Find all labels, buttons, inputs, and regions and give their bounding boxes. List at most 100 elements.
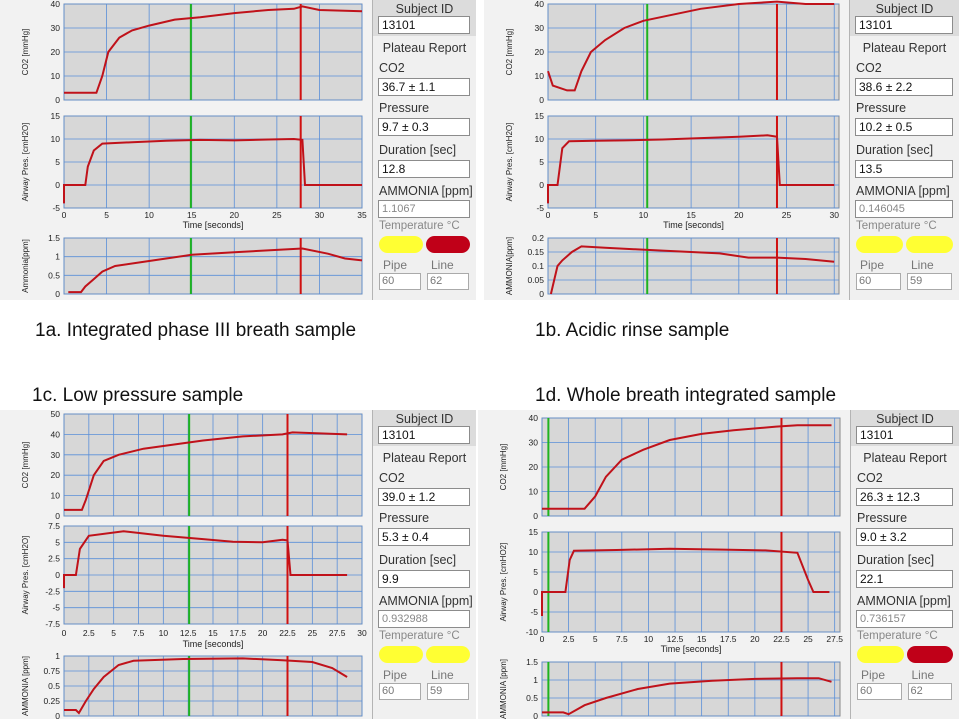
- y-tick-label: 20: [51, 47, 61, 57]
- pipe-temp-field[interactable]: 60: [856, 273, 901, 290]
- ammonia-label: AMMONIA [ppm]: [379, 184, 473, 198]
- x-tick-label: 22.5: [773, 634, 790, 644]
- co2-label: CO2: [379, 471, 405, 485]
- pipe-temp-field[interactable]: 60: [379, 273, 421, 290]
- report-side-panel: Subject ID 13101 Plateau Report CO2 26.3 ± 1…: [850, 410, 959, 719]
- y-tick-label: 0: [539, 95, 544, 105]
- y-tick-label: -2.5: [45, 586, 60, 596]
- trace-pressure: [547, 134, 835, 204]
- y-axis-label-co2: CO2 [mmHg]: [21, 29, 30, 76]
- y-tick-label: 20: [51, 470, 61, 480]
- x-tick-label: 0: [546, 210, 551, 220]
- co2-value-field[interactable]: 38.6 ± 2.2: [855, 78, 953, 96]
- y-tick-label: 0: [55, 180, 60, 190]
- pressure-label: Pressure: [857, 511, 908, 525]
- y-axis-label-co2: CO2 [mmHg]: [499, 444, 508, 491]
- y-tick-label: 50: [51, 410, 61, 419]
- x-tick-label: 20: [258, 628, 268, 638]
- x-tick-label: 15: [686, 210, 696, 220]
- y-tick-label: 0.5: [48, 681, 60, 691]
- trace-ammonia: [542, 677, 832, 716]
- pressure-value-field[interactable]: 5.3 ± 0.4: [378, 528, 470, 546]
- line-heater-indicator: [426, 236, 470, 253]
- co2-label: CO2: [857, 471, 883, 485]
- y-tick-label: 5: [55, 157, 60, 167]
- trace-co2: [64, 431, 348, 511]
- y-tick-label: 0.25: [43, 696, 60, 706]
- y-tick-label: -5: [52, 603, 60, 613]
- y-tick-label: 30: [51, 450, 61, 460]
- subject-id-field[interactable]: 13101: [378, 426, 470, 444]
- x-tick-label: 30: [357, 628, 367, 638]
- y-tick-label: -5: [52, 203, 60, 213]
- x-tick-label: 5: [111, 628, 116, 638]
- pressure-value-field[interactable]: 10.2 ± 0.5: [855, 118, 953, 136]
- co2-value-field[interactable]: 36.7 ± 1.1: [378, 78, 470, 96]
- pipe-heater-indicator: [856, 236, 903, 253]
- y-tick-label: 0: [533, 511, 538, 521]
- pressure-label: Pressure: [379, 511, 430, 525]
- subject-id-label: Subject ID: [395, 412, 454, 426]
- duration-value-field[interactable]: 13.5: [855, 160, 953, 178]
- line-temp-field[interactable]: 59: [907, 273, 952, 290]
- plateau-report-label: Plateau Report: [382, 41, 467, 55]
- x-tick-label: 30: [315, 210, 325, 220]
- pipe-temp-field[interactable]: 60: [857, 683, 902, 700]
- ammonia-value-field[interactable]: 0.146045: [855, 200, 953, 218]
- line-temp-field[interactable]: 59: [427, 683, 469, 700]
- x-tick-label: 35: [357, 210, 367, 220]
- x-tick-label: 2.5: [563, 634, 575, 644]
- x-axis-label: Time [seconds]: [183, 639, 244, 649]
- y-axis-label-pressure: Airway Pres. [cmHO2]: [499, 543, 508, 622]
- duration-value-field[interactable]: 22.1: [856, 570, 953, 588]
- y-tick-label: 0: [55, 95, 60, 105]
- y-tick-label: 20: [535, 47, 545, 57]
- subject-id-field[interactable]: 13101: [378, 16, 470, 34]
- y-tick-label: 0: [533, 711, 538, 719]
- line-temp-field[interactable]: 62: [907, 683, 952, 700]
- line-label: Line: [911, 258, 934, 272]
- duration-value-field[interactable]: 12.8: [378, 160, 470, 178]
- pressure-value-field[interactable]: 9.7 ± 0.3: [378, 118, 470, 136]
- x-tick-label: 25: [272, 210, 282, 220]
- subject-id-field[interactable]: 13101: [855, 16, 953, 34]
- y-tick-label: 5: [539, 157, 544, 167]
- trace-co2: [542, 424, 832, 510]
- y-tick-label: 0.5: [48, 270, 60, 280]
- x-tick-label: 10: [639, 210, 649, 220]
- ammonia-value-field[interactable]: 0.736157: [856, 610, 953, 628]
- duration-label: Duration [sec]: [856, 143, 934, 157]
- ammonia-value-field[interactable]: 1.1067: [378, 200, 470, 218]
- temperature-label: Temperature °C: [856, 220, 937, 232]
- y-tick-label: 1: [55, 651, 60, 661]
- co2-value-field[interactable]: 26.3 ± 12.3: [856, 488, 953, 506]
- trace-pressure: [63, 530, 348, 589]
- line-heater-indicator: [906, 236, 953, 253]
- y-tick-label: 0.5: [526, 693, 538, 703]
- line-heater-indicator: [426, 646, 470, 663]
- line-temp-field[interactable]: 62: [427, 273, 469, 290]
- trace-pressure: [63, 137, 362, 204]
- y-tick-label: 10: [529, 487, 539, 497]
- line-heater-indicator: [906, 646, 953, 663]
- pressure-value-field[interactable]: 9.0 ± 3.2: [856, 528, 953, 546]
- y-axis-label-ammonia: AMMONIA[ppm]: [505, 237, 514, 295]
- y-tick-label: 0: [55, 570, 60, 580]
- y-tick-label: 0.2: [532, 233, 544, 243]
- co2-value-field[interactable]: 39.0 ± 1.2: [378, 488, 470, 506]
- y-axis-label-ammonia: AMMONIA [ppm]: [499, 659, 508, 719]
- pipe-temp-field[interactable]: 60: [379, 683, 421, 700]
- subject-id-field[interactable]: 13101: [856, 426, 953, 444]
- x-axis-label: Time [seconds]: [661, 644, 722, 654]
- ammonia-value-field[interactable]: 0.932988: [378, 610, 470, 628]
- y-axis-label-pressure: Airway Pres. [cmH2O]: [21, 536, 30, 615]
- y-axis-label-ammonia: Ammonia[ppm]: [21, 239, 30, 293]
- x-tick-label: 20: [230, 210, 240, 220]
- duration-value-field[interactable]: 9.9: [378, 570, 470, 588]
- y-axis-label-pressure: Airway Pres. [cmH2O]: [21, 123, 30, 202]
- x-tick-label: 15: [697, 634, 707, 644]
- x-tick-label: 27.5: [826, 634, 843, 644]
